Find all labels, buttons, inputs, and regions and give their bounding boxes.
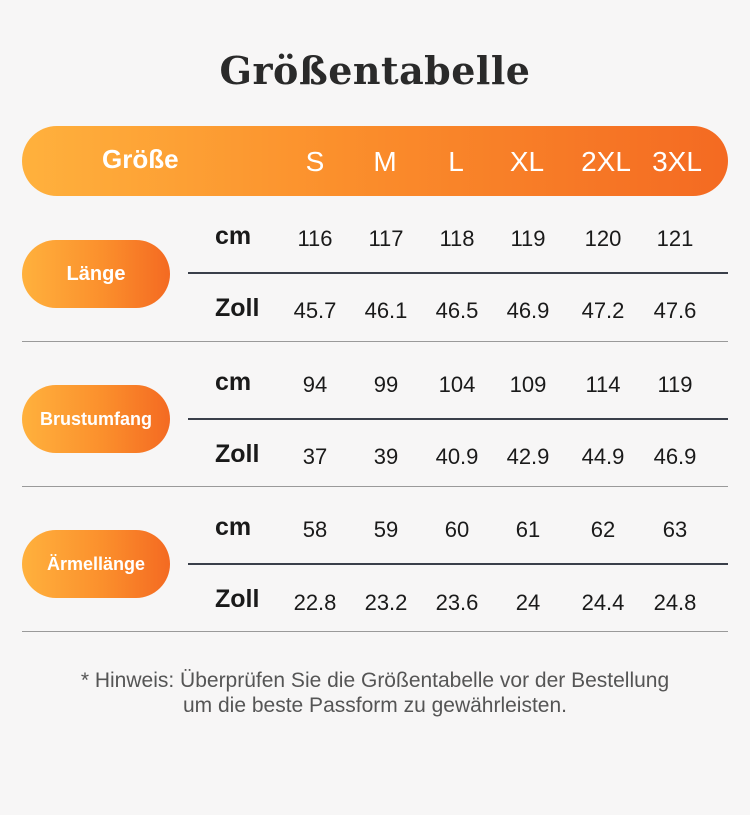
- group-divider: [22, 631, 728, 632]
- value-cell: 114: [585, 372, 621, 397]
- value-cell: 47.6: [653, 298, 697, 323]
- value-cell: 46.1: [364, 298, 408, 323]
- value-cell: 59: [373, 517, 399, 542]
- size-header-label: Größe: [102, 144, 179, 174]
- value-cell: 46.9: [653, 444, 697, 469]
- value-cell: 99: [373, 372, 399, 397]
- value-cell: 23.6: [435, 590, 479, 615]
- size-note: * Hinweis: Überprüfen Sie die Größentabe…: [0, 668, 750, 718]
- value-cell: 116: [297, 226, 333, 251]
- value-cell: 58: [302, 517, 328, 542]
- row-divider: [188, 418, 728, 420]
- size-l: L: [448, 146, 464, 177]
- value-cell: 109: [509, 372, 547, 397]
- page-title: Größentabelle: [219, 48, 531, 93]
- value-cell: 63: [662, 517, 688, 542]
- row-divider: [188, 272, 728, 274]
- value-cell: 42.9: [506, 444, 550, 469]
- value-cell: 62: [590, 517, 616, 542]
- unit-cm: cm: [215, 222, 252, 250]
- row-label-brustumfang: Brustumfang: [22, 385, 170, 453]
- unit-zoll: Zoll: [215, 294, 260, 322]
- value-cell: 24.8: [653, 590, 697, 615]
- size-m: M: [373, 146, 397, 177]
- row-label-laenge: Länge: [22, 240, 170, 308]
- size-header-bar: Größe S M L XL 2XL 3XL: [22, 126, 728, 196]
- size-xl: XL: [509, 146, 545, 177]
- size-2xl: 2XL: [581, 146, 631, 177]
- value-cell: 61: [515, 517, 541, 542]
- value-cell: 117: [368, 226, 404, 251]
- group-divider: [22, 486, 728, 487]
- value-cell: 45.7: [293, 298, 337, 323]
- value-cell: 40.9: [435, 444, 479, 469]
- value-cell: 47.2: [581, 298, 625, 323]
- value-cell: 60: [444, 517, 470, 542]
- unit-zoll: Zoll: [215, 440, 260, 468]
- unit-cm: cm: [215, 368, 252, 396]
- value-cell: 39: [373, 444, 399, 469]
- value-cell: 118: [439, 226, 475, 251]
- value-cell: 24: [515, 590, 541, 615]
- note-line-1: * Hinweis: Überprüfen Sie die Größentabe…: [80, 669, 670, 692]
- value-cell: 104: [438, 372, 476, 397]
- value-cell: 44.9: [581, 444, 625, 469]
- value-cell: 22.8: [293, 590, 337, 615]
- unit-cm: cm: [215, 513, 252, 541]
- value-cell: 24.4: [581, 590, 625, 615]
- value-cell: 121: [656, 226, 694, 251]
- value-cell: 46.9: [506, 298, 550, 323]
- group-divider: [22, 341, 728, 342]
- note-line-2: um die beste Passform zu gewährleisten.: [182, 694, 568, 717]
- value-cell: 94: [302, 372, 328, 397]
- row-divider: [188, 563, 728, 565]
- row-label-aermellaenge: Ärmellänge: [22, 530, 170, 598]
- value-cell: 46.5: [435, 298, 479, 323]
- value-cell: 119: [510, 226, 546, 251]
- value-cell: 37: [302, 444, 328, 469]
- size-s: S: [305, 146, 325, 177]
- unit-zoll: Zoll: [215, 585, 260, 613]
- size-3xl: 3XL: [652, 146, 702, 177]
- value-cell: 120: [584, 226, 622, 251]
- value-cell: 23.2: [364, 590, 408, 615]
- value-cell: 119: [657, 372, 693, 397]
